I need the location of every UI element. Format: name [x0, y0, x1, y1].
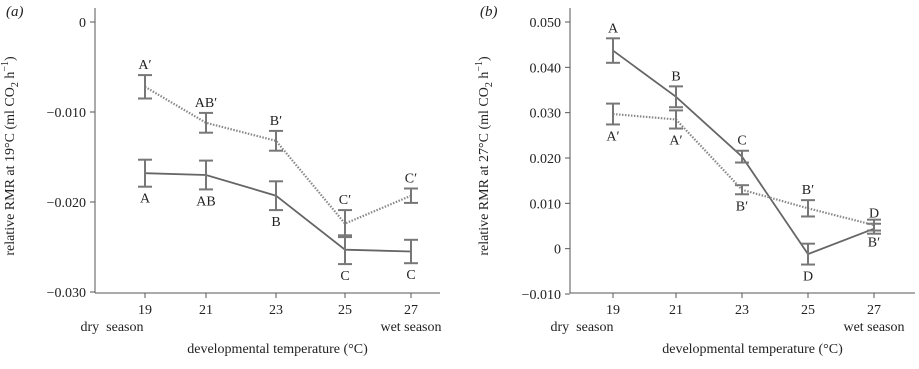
significance-label: A [608, 21, 619, 36]
significance-label: A [140, 192, 151, 207]
y-tick-label: 0.010 [530, 197, 562, 212]
x-tick-label: 21 [669, 303, 683, 318]
x-extra-label-dry: dry season [81, 320, 144, 335]
y-tick-label: 0.020 [530, 152, 562, 167]
y-tick-label: −0.010 [47, 106, 86, 121]
y-tick-label: 0 [554, 243, 561, 258]
y-tick-label: 0.050 [530, 16, 562, 31]
significance-label: AB [196, 194, 215, 209]
series-dotted: A′ A′ B′ B′ B′ [606, 102, 881, 251]
series-solid: A B C D D [606, 21, 881, 285]
series-solid: A AB B C C [138, 158, 418, 284]
chart-panel-b: 0.050 0.040 0.030 0.020 0.010 0 −0.010 19 21 23 25… [474, 4, 915, 357]
significance-label: D [869, 207, 879, 222]
significance-label: C [737, 134, 746, 149]
panel-label: (b) [480, 4, 498, 20]
x-tick-label: 21 [199, 303, 213, 318]
x-tick-label: 27 [867, 303, 881, 318]
series-dotted: A′ AB′ B′ C′ C′ [138, 58, 418, 239]
x-tick-label: 27 [404, 303, 418, 318]
significance-label: B′ [270, 114, 282, 129]
x-tick-label: 19 [606, 303, 620, 318]
significance-label: A′ [669, 134, 682, 149]
significance-label: C′ [405, 172, 417, 187]
x-tick-label: 25 [338, 303, 352, 318]
significance-label: B′ [736, 199, 748, 214]
x-extra-label-wet: wet season [843, 320, 904, 335]
significance-label: D [803, 270, 813, 285]
panel-label: (a) [6, 4, 24, 20]
series-line [144, 85, 412, 225]
significance-label: B [671, 69, 680, 84]
significance-label: A′ [138, 58, 151, 73]
y-axis-title: relative RMR at 27°C (ml CO2 h−1) [474, 56, 495, 256]
significance-label: A′ [606, 129, 619, 144]
y-tick-label: 0 [79, 16, 86, 31]
y-tick-label: −0.010 [522, 288, 561, 303]
significance-label: B [271, 215, 280, 230]
x-axis-title: developmental temperature (°C) [187, 342, 368, 357]
x-extra-label-dry: dry season [551, 320, 614, 335]
significance-label: B′ [868, 236, 880, 251]
x-tick-label: 19 [138, 303, 152, 318]
significance-label: C [340, 269, 349, 284]
significance-label: B′ [802, 183, 814, 198]
x-tick-label: 23 [735, 303, 749, 318]
y-tick-label: −0.030 [47, 286, 86, 301]
chart-panel-a: 0 −0.010 −0.020 −0.030 19 21 23 25 27 dry season w… [0, 4, 442, 357]
y-tick-label: 0.040 [530, 61, 562, 76]
y-tick-label: 0.030 [530, 107, 562, 122]
x-tick-label: 23 [269, 303, 283, 318]
x-tick-label: 25 [801, 303, 815, 318]
significance-label: AB′ [195, 96, 218, 111]
significance-label: C [406, 268, 415, 283]
y-axis-title: relative RMR at 19°C (ml CO2 h−1) [0, 56, 21, 256]
x-axis-title: developmental temperature (°C) [662, 342, 843, 357]
x-extra-label-wet: wet season [380, 320, 441, 335]
significance-label: C′ [339, 193, 351, 208]
y-tick-label: −0.020 [47, 196, 86, 211]
series-line [612, 49, 875, 256]
